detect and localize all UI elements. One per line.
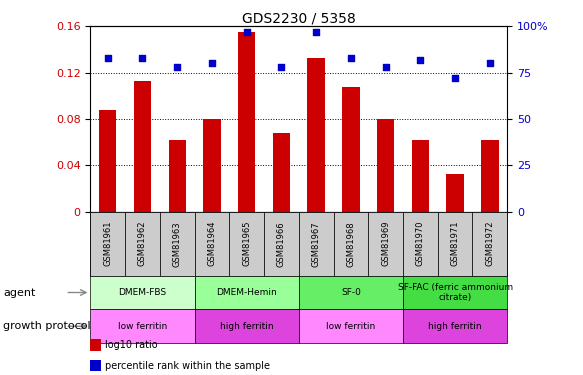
Bar (160, 212, 195, 276)
Text: GSM81963: GSM81963 (173, 221, 182, 267)
Bar (195, 309, 298, 343)
Bar (368, 212, 403, 276)
Bar (238, 32, 255, 212)
Text: log10 ratio: log10 ratio (105, 340, 157, 350)
Point (208, 60, 217, 66)
Bar (125, 212, 160, 276)
Text: GSM81968: GSM81968 (346, 221, 356, 267)
Text: GSM81967: GSM81967 (312, 221, 321, 267)
Point (381, 64, 390, 70)
Text: GSM81962: GSM81962 (138, 221, 147, 267)
Point (138, 55, 147, 61)
Bar (299, 212, 333, 276)
Text: GSM81966: GSM81966 (277, 221, 286, 267)
Bar (195, 276, 298, 309)
Point (451, 75, 460, 81)
Bar (134, 81, 151, 212)
Bar (481, 140, 498, 212)
Bar (90, 309, 195, 343)
Bar (403, 212, 438, 276)
Text: high ferritin: high ferritin (429, 322, 482, 331)
Bar (168, 140, 186, 212)
Text: GSM81961: GSM81961 (103, 221, 113, 267)
Point (242, 29, 251, 35)
Text: GSM81964: GSM81964 (208, 221, 216, 267)
Bar (299, 309, 403, 343)
Point (103, 55, 113, 61)
Bar (273, 133, 290, 212)
Text: growth protocol: growth protocol (3, 321, 90, 331)
Text: high ferritin: high ferritin (220, 322, 273, 331)
Bar (203, 119, 220, 212)
Bar (403, 276, 507, 309)
Title: GDS2230 / 5358: GDS2230 / 5358 (242, 11, 356, 25)
Bar (447, 174, 464, 212)
Point (173, 64, 182, 70)
Text: percentile rank within the sample: percentile rank within the sample (105, 361, 270, 370)
Text: GSM81965: GSM81965 (242, 221, 251, 267)
Text: low ferritin: low ferritin (326, 322, 375, 331)
Point (311, 29, 321, 35)
Bar (90, 212, 125, 276)
Bar (333, 212, 368, 276)
Bar (264, 212, 298, 276)
Bar (229, 212, 264, 276)
Bar (438, 212, 472, 276)
Point (485, 60, 494, 66)
Bar (472, 212, 507, 276)
Bar (307, 58, 325, 212)
Text: DMEM-FBS: DMEM-FBS (118, 288, 167, 297)
Bar (90, 276, 195, 309)
Point (416, 57, 425, 63)
Text: agent: agent (3, 288, 36, 297)
Text: SF-0: SF-0 (341, 288, 361, 297)
Text: GSM81971: GSM81971 (451, 221, 459, 267)
Text: low ferritin: low ferritin (118, 322, 167, 331)
Point (277, 64, 286, 70)
Text: GSM81970: GSM81970 (416, 221, 425, 267)
Bar (403, 309, 507, 343)
Bar (342, 87, 360, 212)
Bar (377, 119, 394, 212)
Bar (299, 276, 403, 309)
Text: DMEM-Hemin: DMEM-Hemin (216, 288, 277, 297)
Bar (412, 140, 429, 212)
Point (346, 55, 356, 61)
Bar (99, 110, 117, 212)
Text: GSM81969: GSM81969 (381, 221, 390, 267)
Text: SF-FAC (ferric ammonium
citrate): SF-FAC (ferric ammonium citrate) (398, 283, 512, 302)
Text: GSM81972: GSM81972 (485, 221, 494, 267)
Bar (195, 212, 229, 276)
